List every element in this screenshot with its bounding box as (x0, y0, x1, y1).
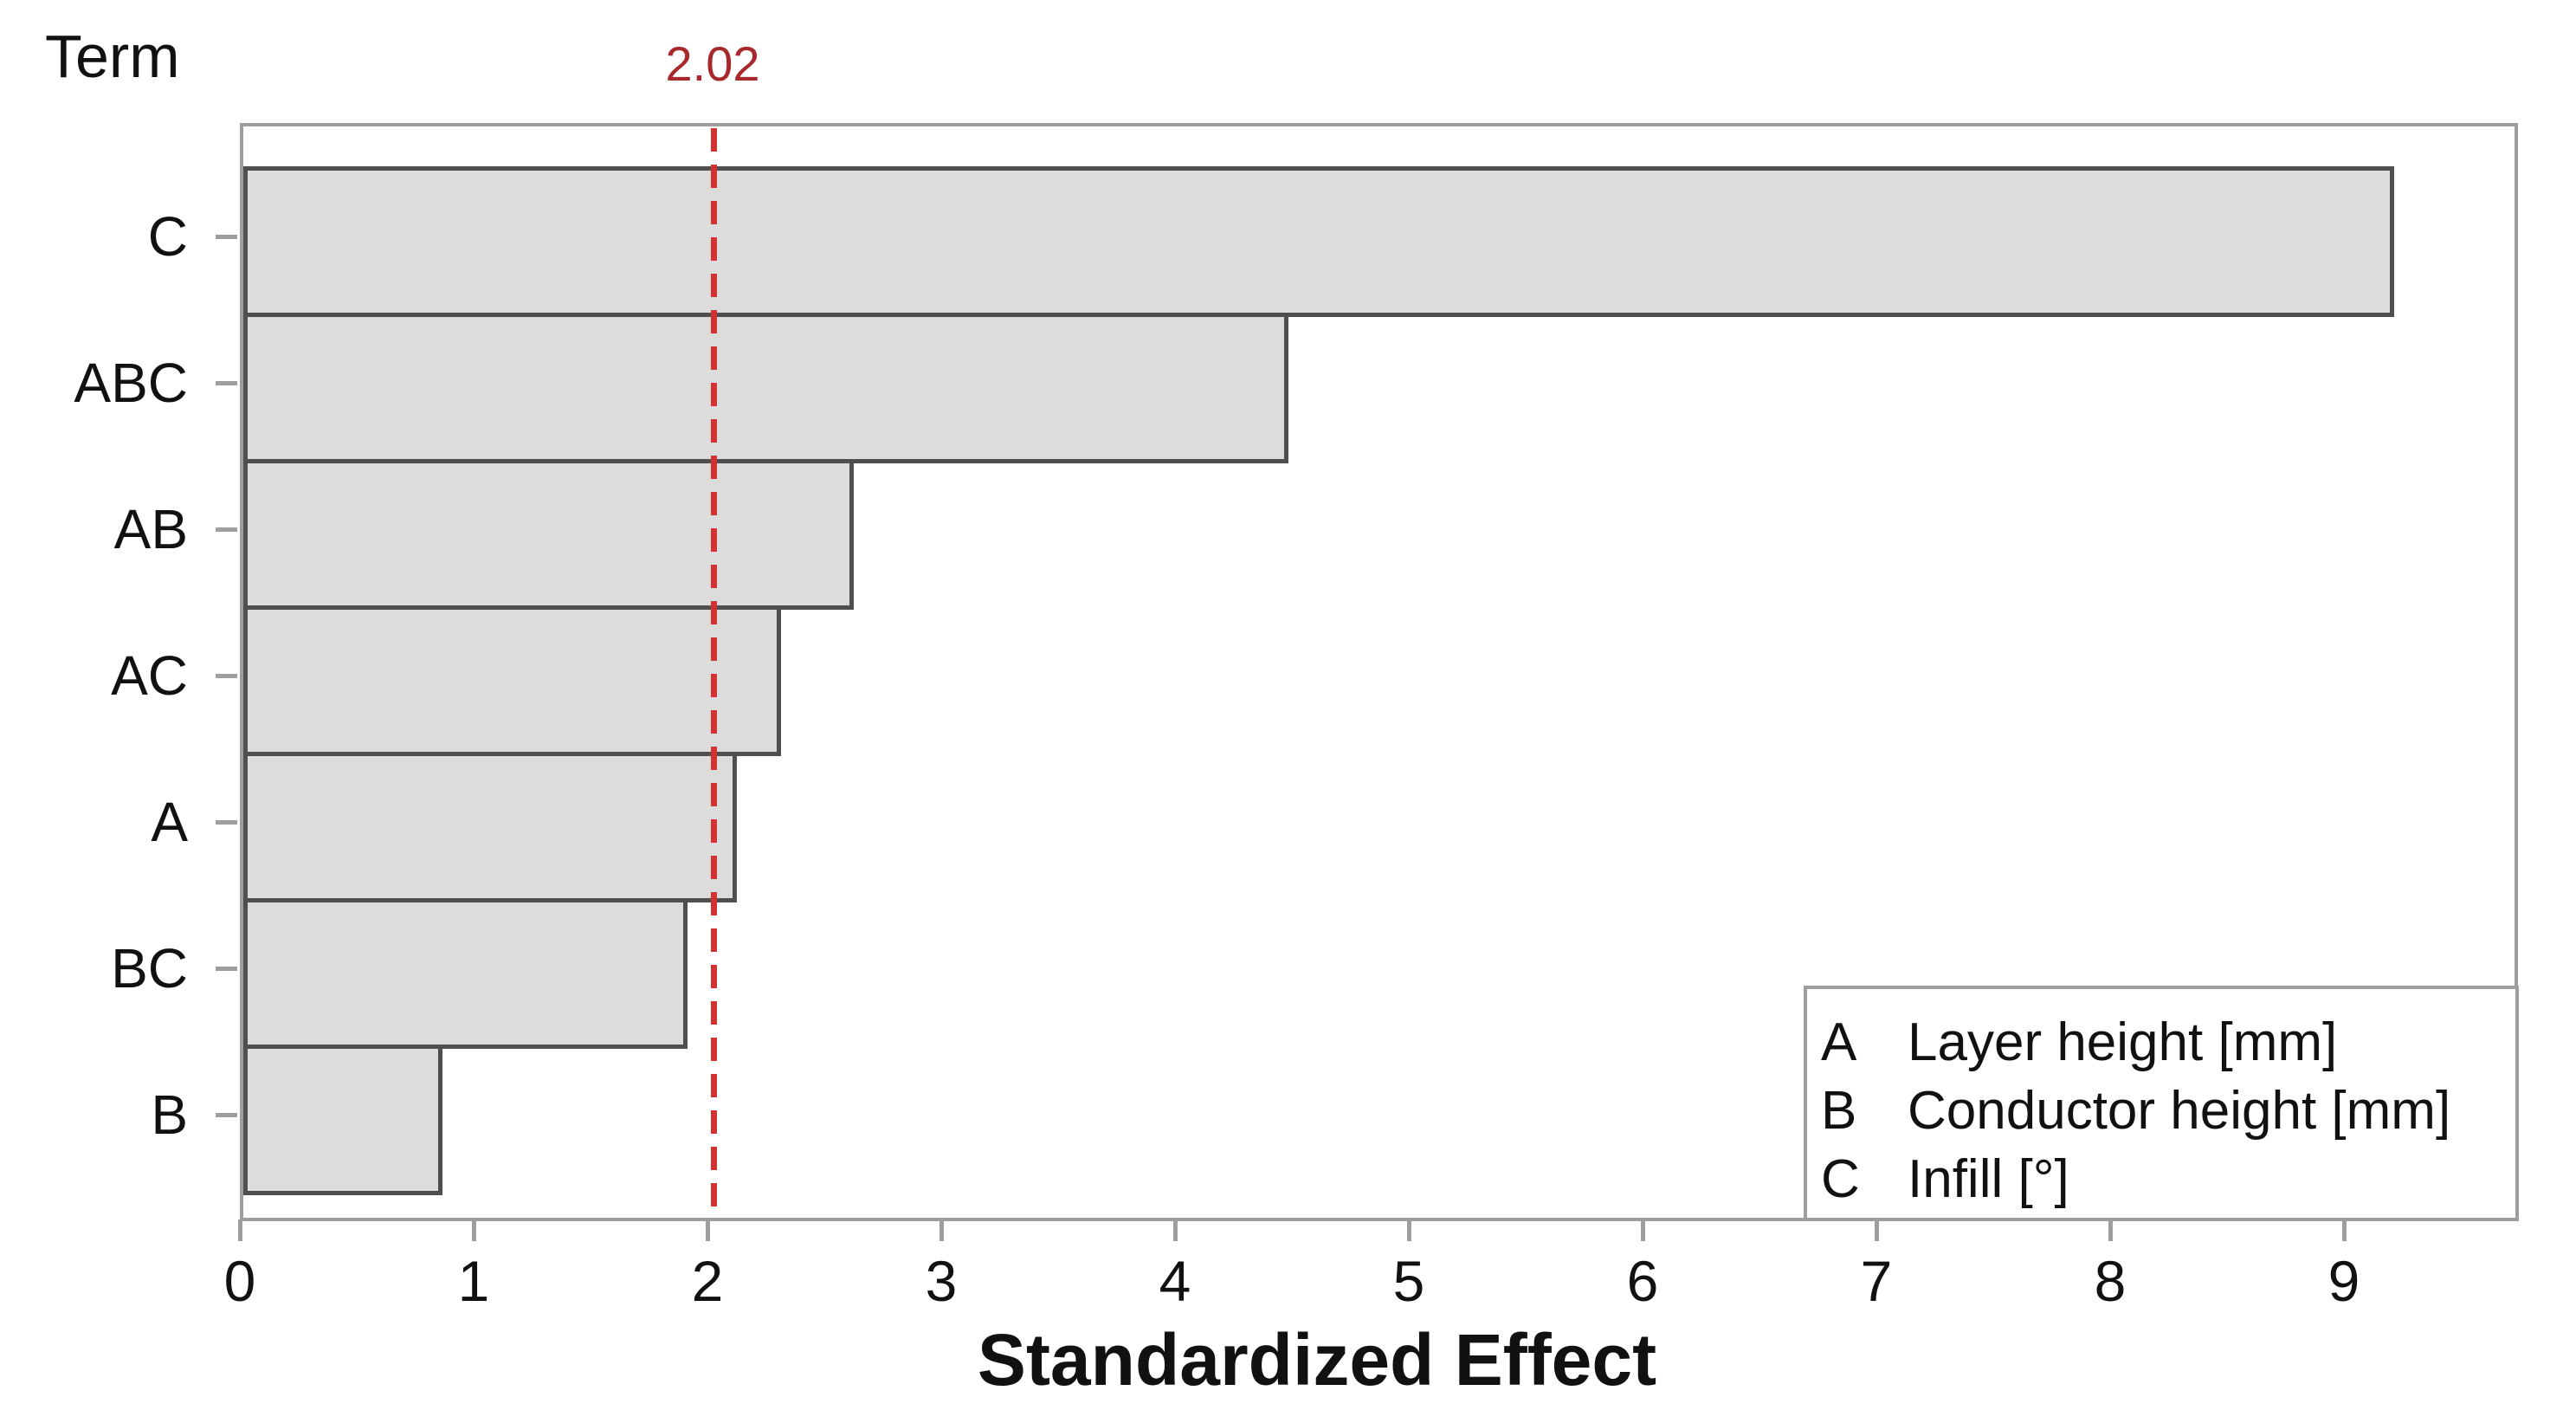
x-tick-3 (939, 1219, 944, 1241)
bar-ABC (243, 313, 1288, 463)
x-tick-1 (472, 1219, 476, 1241)
y-tick-B (216, 1113, 237, 1117)
y-tick-C (216, 235, 237, 239)
reference-line-value-label: 2.02 (665, 36, 760, 91)
y-tick-ABC (216, 381, 237, 385)
x-axis-title: Standardized Effect (977, 1319, 1657, 1400)
significance-reference-line (711, 128, 717, 1216)
x-tick-label-3: 3 (925, 1249, 958, 1313)
term-label-A: A (151, 791, 188, 853)
term-label-BC: BC (111, 937, 188, 999)
legend-row-C: C Infill [°] (1807, 1145, 2515, 1213)
term-label-B: B (151, 1083, 188, 1146)
x-tick-7 (1875, 1219, 1879, 1241)
y-tick-AC (216, 674, 237, 678)
x-tick-2 (706, 1219, 710, 1241)
x-tick-label-1: 1 (457, 1249, 490, 1313)
x-tick-label-2: 2 (691, 1249, 724, 1313)
x-tick-9 (2342, 1219, 2347, 1241)
legend-key-A: A (1821, 1012, 1857, 1072)
x-tick-label-8: 8 (2094, 1249, 2127, 1313)
x-tick-0 (238, 1219, 242, 1241)
y-tick-A (216, 820, 237, 825)
y-axis-title: Term (45, 23, 180, 90)
x-tick-label-5: 5 (1392, 1249, 1425, 1313)
term-label-ABC: ABC (74, 352, 188, 414)
y-tick-BC (216, 967, 237, 971)
bar-BC (243, 898, 688, 1049)
y-tick-AB (216, 527, 237, 532)
bar-B (243, 1045, 442, 1195)
x-tick-4 (1173, 1219, 1178, 1241)
x-tick-5 (1407, 1219, 1411, 1241)
bar-A (243, 752, 737, 902)
term-label-AB: AB (113, 498, 188, 560)
legend-row-A: A Layer height [mm] (1807, 1008, 2515, 1077)
legend-label-B: Conductor height [mm] (1908, 1080, 2451, 1141)
term-label-AC: AC (111, 644, 188, 707)
legend-label-C: Infill [°] (1908, 1148, 2069, 1209)
x-tick-label-9: 9 (2327, 1249, 2360, 1313)
bar-AB (243, 459, 854, 610)
bar-C (243, 166, 2394, 317)
x-tick-label-4: 4 (1159, 1249, 1191, 1313)
x-tick-6 (1641, 1219, 1645, 1241)
legend-row-B: B Conductor height [mm] (1807, 1077, 2515, 1145)
plot-frame (240, 123, 2518, 1221)
bar-AC (243, 605, 781, 756)
legend-key-B: B (1821, 1080, 1857, 1141)
x-tick-8 (2108, 1219, 2113, 1241)
term-label-C: C (147, 205, 188, 268)
legend-label-A: Layer height [mm] (1908, 1012, 2338, 1072)
x-tick-label-7: 7 (1860, 1249, 1893, 1313)
x-tick-label-6: 6 (1626, 1249, 1659, 1313)
legend-box: A Layer height [mm] B Conductor height [mm]… (1804, 986, 2519, 1221)
legend-key-C: C (1821, 1148, 1860, 1209)
x-tick-label-0: 0 (223, 1249, 256, 1313)
